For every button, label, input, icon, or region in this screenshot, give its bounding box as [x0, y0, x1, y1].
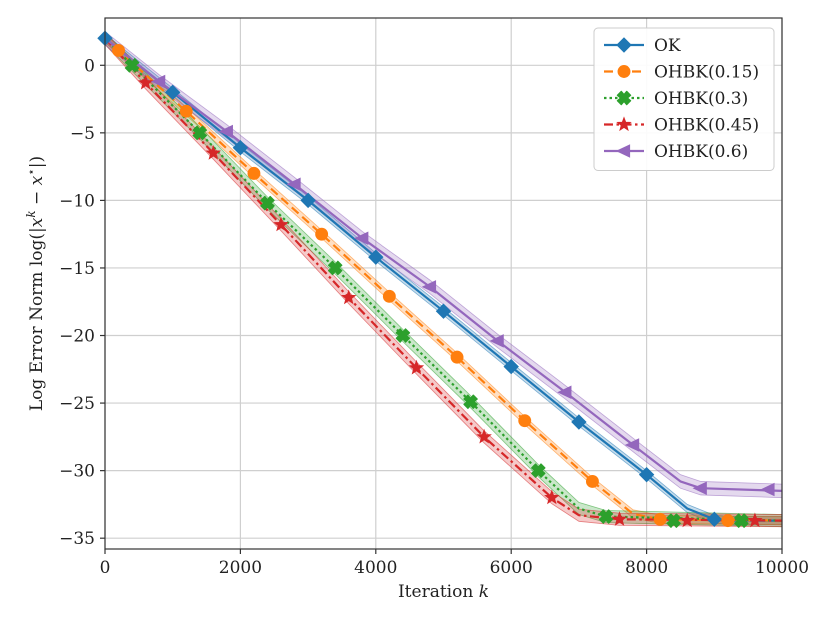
series-ohbk-0-45-marker: [205, 144, 222, 160]
series-ohbk-0-3-marker: [327, 260, 343, 276]
x-tick-label: 6000: [490, 558, 533, 578]
series-ohbk-0-6-marker: [150, 74, 166, 89]
series-ohbk-0-3-marker: [531, 463, 546, 478]
y-tick-label: −25: [59, 394, 95, 414]
plot-frame: [104, 17, 783, 550]
y-tick-label: −10: [59, 191, 95, 211]
legend-ok-marker: [616, 37, 632, 53]
series-ohbk-0-3-marker: [666, 513, 681, 528]
series-ohbk-0-6-marker: [286, 177, 301, 191]
series-ohbk-0-3-marker: [260, 195, 275, 211]
y-axis: 0 −5 −10 −15 −20 −25 −30 −35: [59, 56, 105, 549]
legend-ohbk-0-45-label: OHBK(0.45): [654, 116, 759, 136]
y-tick-label: −35: [59, 529, 95, 549]
legend: OK OHBK(0.15) OHBK(0.3) OHBK(0.45) OHBK(0.6): [593, 27, 775, 171]
x-tick-label: 4000: [354, 558, 397, 578]
series-ohbk-0-15-line: [104, 37, 783, 522]
series-ohbk-0-15-marker: [315, 227, 329, 241]
series-ohbk-0-6-marker: [692, 481, 707, 495]
series-ohbk-0-45-marker: [747, 512, 763, 528]
legend-ohbk-0-3-marker: [616, 90, 632, 106]
series-ohbk-0-6-line: [104, 37, 783, 492]
legend-box: [593, 27, 775, 171]
series-markers: [97, 30, 775, 528]
legend-ohbk-0-6-marker: [615, 144, 631, 158]
x-axis-label: Iteration k: [398, 582, 489, 602]
series-ohbk-0-3-marker: [124, 58, 140, 73]
series-ok-marker: [571, 414, 587, 430]
legend-ohbk-0-6-label: OHBK(0.6): [654, 142, 748, 162]
y-tick-label: −5: [70, 124, 95, 144]
series-ohbk-0-3-marker: [192, 125, 208, 141]
series-ok-marker: [503, 358, 519, 375]
series-ohbk-0-45-marker: [611, 511, 628, 526]
series-ohbk-0-6-marker: [218, 124, 233, 139]
series-ok-marker: [638, 466, 655, 483]
series-ohbk-0-15-marker: [721, 514, 735, 528]
series-ohbk-0-6-marker: [354, 231, 369, 245]
y-tick-label: −15: [59, 259, 95, 279]
series-ohbk-0-3-marker: [734, 513, 749, 528]
series-ohbk-0-15-marker: [112, 43, 125, 57]
legend-ohbk-0-3-label: OHBK(0.3): [654, 89, 748, 109]
series-ohbk-0-6-marker: [624, 438, 640, 452]
series-ok-marker: [164, 84, 181, 101]
series-ohbk-0-3-marker: [463, 394, 478, 409]
series-ohbk-0-6-marker: [760, 482, 775, 497]
legend-ohbk-0-15-marker: [617, 65, 631, 78]
series-ohbk-0-45-marker: [137, 74, 154, 90]
x-axis: 0 2000 4000 6000 8000 10000: [100, 549, 809, 578]
x-tick-label: 2000: [219, 558, 262, 578]
series-ohbk-0-15-marker: [585, 474, 599, 488]
series-ohbk-0-45-marker: [340, 289, 357, 305]
series-ohbk-0-6-marker: [557, 385, 572, 400]
series-ohbk-0-3-marker: [598, 509, 614, 524]
series-ok-marker: [706, 511, 723, 527]
series-ohbk-0-3-marker: [395, 328, 411, 343]
legend-ok-label: OK: [654, 36, 681, 56]
series-ok-marker: [232, 140, 249, 156]
series-ohbk-0-6-marker: [421, 280, 437, 294]
series-ohbk-0-3-line: [104, 37, 783, 522]
legend-ohbk-0-45-marker: [616, 116, 632, 132]
series-ohbk-0-45-marker: [273, 216, 289, 232]
series-ok-marker: [368, 249, 384, 265]
series-ohbk-0-45-marker: [476, 428, 492, 444]
series-ohbk-0-15-marker: [653, 512, 667, 526]
series-ohbk-0-45-line: [104, 37, 783, 522]
x-tick-label: 0: [100, 558, 111, 578]
series-ohbk-0-45-marker: [679, 512, 695, 528]
y-tick-label: −20: [59, 327, 95, 347]
x-tick-label: 8000: [625, 558, 668, 578]
series-ohbk-0-15-marker: [247, 166, 261, 180]
y-tick-label: −30: [59, 462, 95, 482]
series-ohbk-0-45-marker: [544, 489, 560, 505]
legend-ohbk-0-15-label: OHBK(0.15): [654, 63, 759, 83]
series-ohbk-0-15-marker: [518, 414, 532, 428]
y-tick-label: 0: [84, 56, 95, 76]
series-ok-marker: [435, 303, 452, 319]
series-ohbk-0-6-marker: [489, 334, 504, 348]
series-ohbk-0-15-marker: [450, 350, 464, 364]
x-tick-label: 10000: [755, 558, 809, 578]
series-ohbk-0-45-marker: [408, 359, 425, 375]
series-ok-marker: [300, 192, 316, 209]
series-ohbk-0-15-marker: [382, 289, 396, 303]
series-ohbk-0-15-marker: [179, 104, 193, 118]
y-axis-label: Log Error Norm log(|xk − x⋆|): [24, 156, 47, 411]
